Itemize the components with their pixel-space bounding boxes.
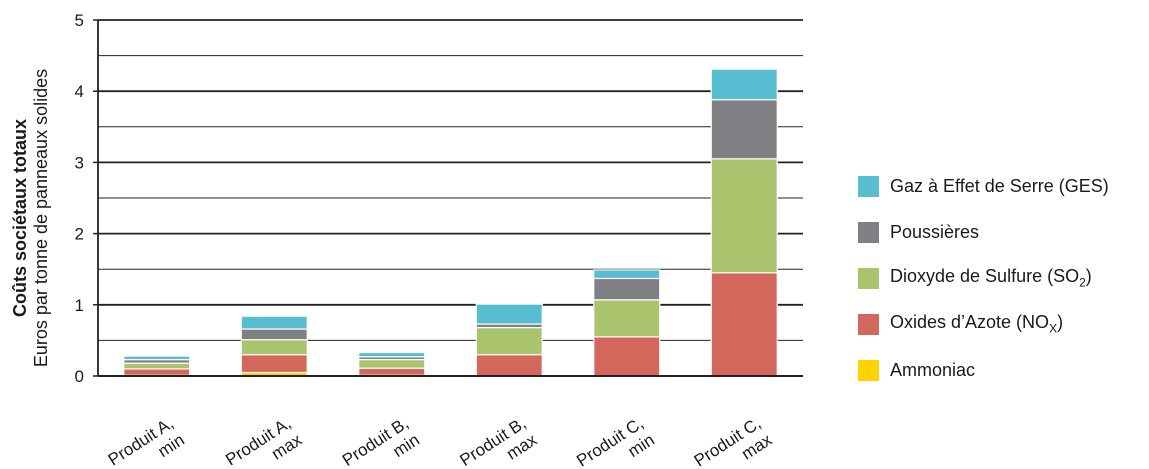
y-tick-label: 4	[75, 82, 84, 101]
bar-segment	[710, 158, 778, 274]
legend-swatch	[858, 313, 879, 335]
y-tick-label: 1	[75, 296, 84, 315]
legend-label: Oxides d’Azote (NOX)	[890, 312, 1064, 336]
legend-swatch	[858, 175, 879, 197]
bar-segment	[358, 351, 426, 358]
bar-segment	[710, 99, 778, 160]
x-category-label: Produit B,max	[456, 413, 540, 469]
bar-segment	[123, 355, 191, 361]
x-category-label: Produit C,min	[573, 413, 658, 469]
bar-segment	[240, 354, 308, 374]
y-tick-label: 3	[75, 153, 84, 172]
bar-segment	[240, 328, 308, 341]
x-category-label: Produit A,min	[105, 413, 188, 469]
legend-label: Gaz à Effet de Serre (GES)	[890, 175, 1109, 196]
legend-swatch	[858, 221, 879, 243]
bar-segment	[710, 272, 778, 377]
bar-segment	[123, 368, 191, 376]
legend-item: Dioxyde de Sulfure (SO2)	[858, 262, 1109, 294]
bar-segment	[240, 339, 308, 356]
legend-item: Poussières	[858, 216, 1109, 248]
y-tick-label: 5	[75, 11, 84, 30]
bar-segment	[475, 303, 543, 325]
bar-segment	[123, 362, 191, 370]
bar-segment	[593, 277, 661, 301]
y-axis-title: Coûts sociétaux totaux	[10, 119, 30, 317]
legend-label: Ammoniac	[890, 359, 976, 380]
y-axis-subtitle: Euros par tonne de panneaux solides	[31, 69, 51, 367]
bar-segment	[358, 359, 426, 369]
bar-segment	[358, 367, 426, 376]
legend: Gaz à Effet de Serre (GES) Poussières Diox…	[858, 170, 1109, 400]
y-tick-label: 2	[75, 225, 84, 244]
bar-segment	[593, 336, 661, 377]
bar-segment	[475, 354, 543, 377]
x-category-label: Produit A,max	[222, 413, 305, 469]
bar-segment	[593, 269, 661, 280]
bar-segment	[710, 68, 778, 101]
legend-item: Oxides d’Azote (NOX)	[858, 308, 1109, 340]
legend-swatch	[858, 267, 879, 289]
legend-item: Ammoniac	[858, 354, 1109, 386]
bar-segment	[593, 299, 661, 338]
bar-segment	[240, 315, 308, 330]
x-category-label: Produit C,max	[691, 413, 776, 469]
legend-label: Dioxyde de Sulfure (SO2)	[890, 266, 1092, 290]
bar-segment	[475, 326, 543, 356]
y-tick-label: 0	[75, 367, 84, 386]
legend-swatch	[858, 359, 879, 381]
x-category-label: Produit B,min	[339, 413, 423, 469]
legend-label: Poussières	[890, 221, 980, 242]
legend-item: Gaz à Effet de Serre (GES)	[858, 170, 1109, 202]
